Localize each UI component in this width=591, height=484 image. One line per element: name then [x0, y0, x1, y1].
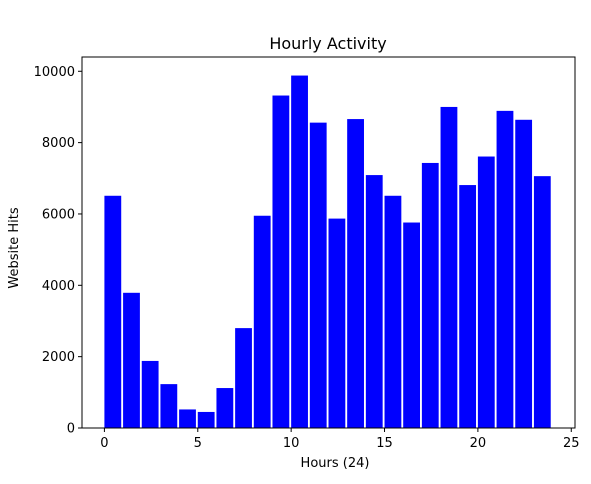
bar-hour-12	[328, 218, 346, 428]
bar-hour-4	[179, 409, 196, 428]
bar-hour-16	[403, 222, 421, 428]
plot-frame	[81, 56, 576, 429]
bar-hour-0	[104, 195, 122, 428]
bar-hour-5	[197, 411, 215, 428]
y-tick-label: 6000	[42, 207, 75, 222]
y-tick-label: 0	[67, 422, 75, 437]
y-tick-label: 8000	[42, 136, 75, 151]
bar-hour-2	[141, 360, 159, 428]
bar-hour-21	[496, 110, 514, 429]
bar-hour-17	[421, 162, 439, 428]
x-tick-label: 20	[470, 436, 487, 451]
y-tick-label: 4000	[42, 279, 75, 294]
bar-hour-11	[309, 122, 327, 428]
bar-hour-18	[440, 106, 458, 428]
bar-hour-9	[272, 95, 290, 429]
bar-hour-8	[253, 215, 271, 428]
bar-hour-1	[123, 292, 140, 428]
bars-group	[104, 75, 551, 429]
y-tick-label: 10000	[34, 65, 75, 80]
bar-hour-20	[477, 156, 495, 428]
bar-hour-19	[459, 185, 477, 428]
x-tick-label: 25	[563, 436, 580, 451]
bar-hour-6	[216, 388, 234, 428]
bar-hour-13	[347, 119, 364, 428]
chart-title: Hourly Activity	[269, 34, 386, 53]
bar-hour-23	[533, 176, 551, 428]
y-axis-label: Website Hits	[7, 207, 22, 288]
bar-hour-10	[291, 75, 308, 429]
x-axis: 0 5 10 15 20 25	[100, 428, 580, 451]
bar-hour-15	[384, 195, 402, 428]
y-tick-label: 2000	[42, 350, 75, 365]
y-axis: 0 2000 4000 6000 8000 10000	[34, 65, 82, 437]
bar-hour-22	[515, 119, 533, 429]
bar-hour-3	[160, 384, 178, 428]
x-tick-label: 5	[194, 436, 202, 451]
x-tick-label: 0	[100, 436, 108, 451]
x-axis-label: Hours (24)	[301, 456, 370, 471]
bar-hour-7	[235, 328, 252, 428]
x-tick-label: 10	[283, 436, 300, 451]
bar-hour-14	[365, 175, 383, 428]
x-tick-label: 15	[376, 436, 393, 451]
